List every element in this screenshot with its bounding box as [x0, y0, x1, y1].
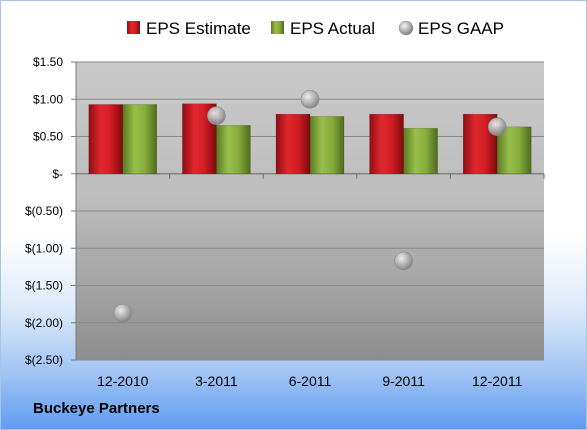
- x-tick-label: 12-2011: [472, 373, 523, 389]
- eps-estimate-bar: [275, 113, 311, 174]
- legend: EPS Estimate EPS Actual EPS GAAP: [127, 19, 504, 38]
- eps-gaap-legend-label: EPS GAAP: [418, 19, 504, 38]
- x-axis: 12-2010 3-2011 6-2011 9-2011 12-2011: [97, 373, 522, 389]
- y-tick-label: $(2.00): [25, 316, 63, 330]
- eps-gaap-point: [394, 251, 413, 271]
- eps-gaap-legend-swatch: [398, 20, 414, 36]
- y-tick-label: $1.00: [33, 92, 63, 106]
- eps-gaap-point: [207, 106, 226, 125]
- eps-gaap-point: [113, 303, 133, 323]
- y-tick-label: $(1.50): [25, 279, 63, 293]
- x-tick-label: 6-2011: [289, 373, 332, 389]
- eps-estimate-legend-label: EPS Estimate: [146, 19, 251, 38]
- company-name: Buckeye Partners: [33, 400, 160, 417]
- eps-estimate-bar: [369, 113, 404, 174]
- eps-actual-bar: [122, 104, 158, 174]
- eps-gaap-point: [487, 117, 507, 137]
- eps-actual-bar: [403, 128, 438, 174]
- y-tick-label: $(2.50): [25, 353, 63, 367]
- y-tick-label: $(1.00): [25, 241, 63, 255]
- gaap-points: [113, 89, 507, 323]
- eps-estimate-legend-swatch: [127, 21, 140, 34]
- y-tick-label: $-: [52, 167, 63, 181]
- eps-estimate-bar: [88, 104, 124, 174]
- x-tick-label: 9-2011: [382, 373, 425, 389]
- eps-gaap-point: [300, 89, 320, 109]
- x-tick-label: 3-2011: [195, 373, 238, 389]
- y-tick-label: $(0.50): [25, 204, 63, 218]
- eps-actual-bar: [216, 125, 251, 174]
- x-tick-label: 12-2010: [97, 373, 149, 389]
- eps-actual-legend-label: EPS Actual: [290, 19, 375, 38]
- eps-actual-bar: [496, 126, 532, 175]
- y-axis: $1.50 $1.00 $0.50 $- $(0.50) $(1.00) $(1.50) $(…: [25, 55, 63, 367]
- y-tick-label: $1.50: [33, 55, 63, 69]
- eps-actual-bar: [309, 116, 345, 175]
- bars: [88, 103, 532, 175]
- y-tick-label: $0.50: [33, 130, 63, 144]
- eps-actual-legend-swatch: [271, 21, 284, 34]
